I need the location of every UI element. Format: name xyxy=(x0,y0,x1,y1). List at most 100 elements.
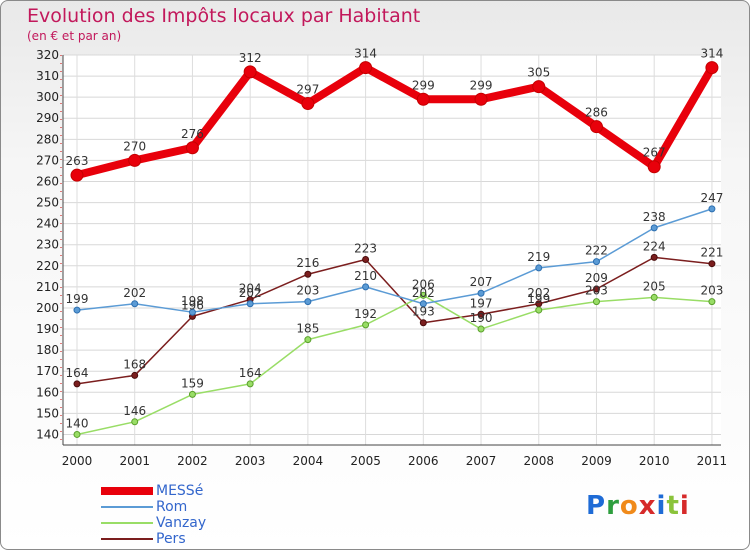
data-point-Pers xyxy=(477,310,485,318)
legend-item: Rom xyxy=(101,499,206,515)
x-tick-label: 2001 xyxy=(119,454,150,468)
data-label: 199 xyxy=(66,292,89,306)
data-point-Rom xyxy=(592,258,600,266)
data-point-Rom xyxy=(477,289,485,297)
data-point-Rom xyxy=(304,298,312,306)
y-tick-label: 290 xyxy=(36,111,59,125)
x-tick-label: 2005 xyxy=(350,454,381,468)
data-point-Rom xyxy=(73,306,81,314)
data-label: 276 xyxy=(181,127,204,141)
y-tick-label: 200 xyxy=(36,301,59,315)
data-label: 140 xyxy=(66,416,89,430)
data-point-Vanzay xyxy=(477,325,485,333)
data-point-Pers xyxy=(592,285,600,293)
x-tick-label: 2004 xyxy=(293,454,324,468)
data-label: 222 xyxy=(585,244,608,258)
y-tick-label: 140 xyxy=(36,427,59,441)
data-label: 196 xyxy=(181,298,204,312)
data-point-Pers xyxy=(304,270,312,278)
data-point-MESSé xyxy=(185,141,199,155)
data-label: 267 xyxy=(643,146,666,160)
y-tick-label: 300 xyxy=(36,90,59,104)
data-point-Pers xyxy=(419,319,427,327)
data-label: 190 xyxy=(470,311,493,325)
legend-item: MESSé xyxy=(101,483,206,499)
legend-label: MESSé xyxy=(156,483,204,499)
logo-letter: P xyxy=(586,491,607,521)
data-point-Rom xyxy=(419,300,427,308)
x-tick-label: 2010 xyxy=(639,454,670,468)
data-label: 247 xyxy=(700,191,723,205)
logo-letter: i xyxy=(679,491,690,521)
data-label: 164 xyxy=(239,366,262,380)
data-label: 312 xyxy=(239,51,262,65)
data-point-Vanzay xyxy=(131,418,139,426)
data-point-Vanzay xyxy=(304,336,312,344)
data-point-Rom xyxy=(188,308,196,316)
x-tick-label: 2007 xyxy=(466,454,497,468)
data-label: 305 xyxy=(527,66,550,80)
x-tick-label: 2009 xyxy=(581,454,612,468)
data-point-MESSé xyxy=(128,153,142,167)
data-label: 202 xyxy=(412,286,435,300)
y-tick-label: 190 xyxy=(36,322,59,336)
data-label: 202 xyxy=(123,286,146,300)
data-point-MESSé xyxy=(532,80,546,94)
y-tick-label: 280 xyxy=(36,132,59,146)
data-point-Rom xyxy=(131,300,139,308)
data-label: 203 xyxy=(296,284,319,298)
y-tick-label: 180 xyxy=(36,343,59,357)
data-label: 159 xyxy=(181,376,204,390)
chart-title: Evolution des Impôts locaux par Habitant xyxy=(27,5,421,27)
data-point-Pers xyxy=(362,255,370,263)
y-tick-label: 160 xyxy=(36,385,59,399)
y-tick-label: 270 xyxy=(36,153,59,167)
data-point-Pers xyxy=(708,260,716,268)
data-label: 299 xyxy=(470,78,493,92)
legend-swatch xyxy=(101,506,153,508)
chart-subtitle: (en € et par an) xyxy=(27,29,122,43)
legend-label: Rom xyxy=(156,499,188,515)
data-label: 203 xyxy=(700,284,723,298)
data-label: 168 xyxy=(123,357,146,371)
logo-letter: o xyxy=(619,491,639,521)
data-point-MESSé xyxy=(301,96,315,110)
data-label: 192 xyxy=(354,307,377,321)
data-point-MESSé xyxy=(589,120,603,134)
data-point-MESSé xyxy=(474,92,488,106)
data-label: 202 xyxy=(527,286,550,300)
data-label: 185 xyxy=(296,322,319,336)
data-label: 216 xyxy=(296,256,319,270)
data-point-Vanzay xyxy=(73,430,81,438)
x-tick-label: 2006 xyxy=(408,454,439,468)
y-tick-label: 230 xyxy=(36,238,59,252)
x-tick-label: 2003 xyxy=(235,454,266,468)
proxiti-logo: Proxiti xyxy=(586,491,690,521)
y-tick-label: 150 xyxy=(36,406,59,420)
y-tick-label: 240 xyxy=(36,217,59,231)
data-point-Rom xyxy=(535,264,543,272)
data-point-Vanzay xyxy=(362,321,370,329)
data-point-Rom xyxy=(708,205,716,213)
y-tick-label: 320 xyxy=(36,48,59,62)
logo-letter: x xyxy=(638,491,657,521)
data-label: 314 xyxy=(354,47,377,61)
y-tick-label: 310 xyxy=(36,69,59,83)
data-label: 202 xyxy=(239,286,262,300)
data-label: 204 xyxy=(239,282,262,296)
data-label: 146 xyxy=(123,404,146,418)
legend-label: Pers xyxy=(156,531,186,547)
data-label: 198 xyxy=(181,294,204,308)
data-point-Pers xyxy=(73,380,81,388)
data-point-MESSé xyxy=(243,65,257,79)
data-point-Pers xyxy=(650,253,658,261)
legend-swatch xyxy=(101,538,153,540)
y-tick-label: 170 xyxy=(36,364,59,378)
plot-area xyxy=(63,55,721,445)
data-label: 223 xyxy=(354,241,377,255)
data-point-MESSé xyxy=(647,160,661,174)
data-label: 197 xyxy=(470,296,493,310)
data-point-Vanzay xyxy=(592,298,600,306)
